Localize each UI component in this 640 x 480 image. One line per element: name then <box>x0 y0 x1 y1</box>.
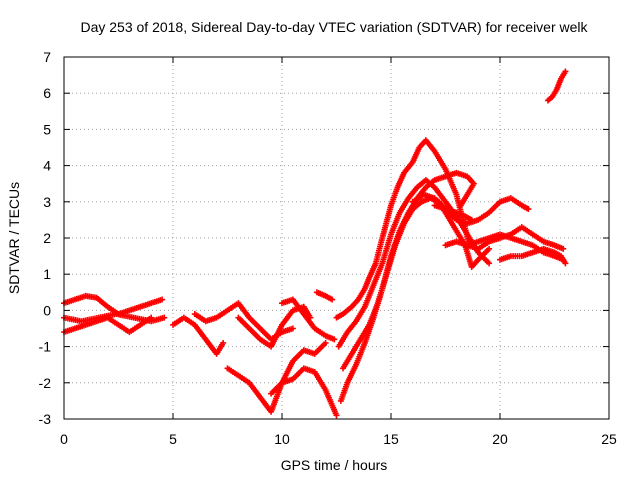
y-tick-label: 7 <box>43 49 51 65</box>
series-track-4 <box>170 314 227 357</box>
data-point <box>329 296 336 303</box>
y-tick-label: 3 <box>43 194 51 210</box>
plot-frame <box>63 56 610 420</box>
y-tick-label: 6 <box>43 85 51 101</box>
chart-title: Day 253 of 2018, Sidereal Day-to-day VTE… <box>80 19 588 35</box>
series-track-14 <box>337 169 477 404</box>
data-point <box>322 339 329 346</box>
y-tick-label: 0 <box>43 302 51 318</box>
series-track-20 <box>544 68 569 104</box>
data-point <box>468 216 475 223</box>
series-track-9 <box>279 296 338 343</box>
x-tick-label: 25 <box>601 431 617 447</box>
y-tick-label: -3 <box>39 411 52 427</box>
data-point <box>220 339 227 346</box>
data-point <box>486 245 493 252</box>
y-axis-label: SDTVAR / TECUs <box>6 182 22 294</box>
series-track-8 <box>268 365 340 419</box>
x-tick-label: 20 <box>492 431 508 447</box>
x-axis-label: GPS time / hours <box>281 457 388 473</box>
data-point <box>457 202 464 209</box>
data-point <box>525 206 532 213</box>
data-point <box>161 314 168 321</box>
series-track-6 <box>224 339 329 415</box>
y-tick-label: 1 <box>43 266 51 282</box>
y-tick-label: 4 <box>43 158 51 174</box>
series-track-18 <box>464 224 567 252</box>
y-tick-label: 5 <box>43 121 51 137</box>
data-points <box>61 68 569 419</box>
y-tick-label: -2 <box>39 375 52 391</box>
x-tick-label: 5 <box>169 431 177 447</box>
series-track-11 <box>333 137 473 321</box>
axis-ticks: 0 5 10 15 20 25 -3 -2 -1 0 1 2 3 4 5 6 7 <box>39 49 617 447</box>
grid-lines <box>64 57 609 419</box>
data-point <box>560 245 567 252</box>
series-track-10 <box>313 289 336 303</box>
x-tick-label: 0 <box>60 431 68 447</box>
series-track-5 <box>191 300 296 343</box>
data-point <box>333 412 340 419</box>
series-track-16 <box>431 202 475 223</box>
series-track-19 <box>497 245 569 267</box>
data-point <box>562 68 569 75</box>
data-point <box>486 260 493 267</box>
y-tick-label: 2 <box>43 230 51 246</box>
x-tick-label: 10 <box>274 431 290 447</box>
data-point <box>289 325 296 332</box>
data-point <box>562 260 569 267</box>
data-point <box>159 296 166 303</box>
data-point <box>331 336 338 343</box>
y-tick-label: -1 <box>39 339 52 355</box>
x-tick-label: 15 <box>383 431 399 447</box>
